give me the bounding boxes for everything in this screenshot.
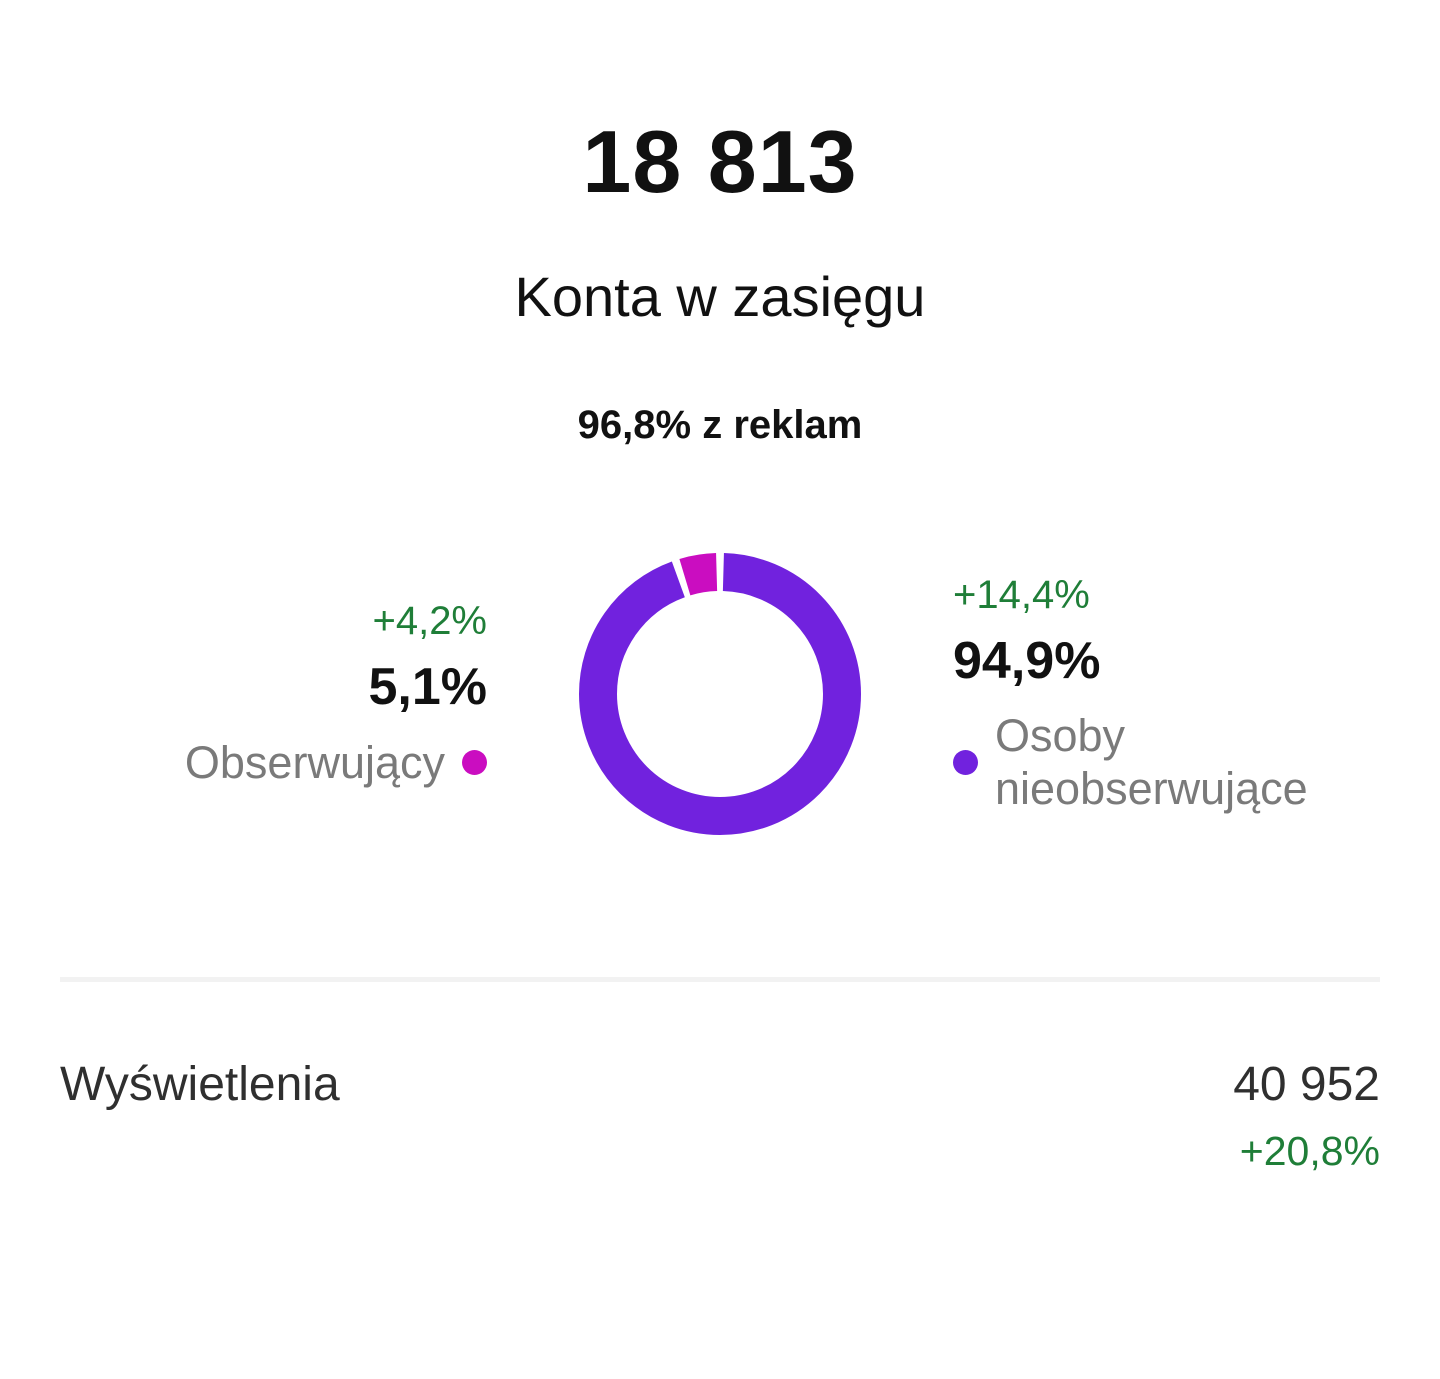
nonfollowers-legend-dot-icon: [953, 750, 978, 776]
followers-legend: Obserwujący: [115, 737, 487, 790]
impressions-label: Wyświetlenia: [60, 1058, 340, 1112]
ads-share-note: 96,8% z reklam: [577, 403, 863, 448]
reach-title: Konta w zasięgu: [514, 264, 926, 328]
nonfollowers-delta: +14,4%: [953, 573, 1090, 618]
nonfollowers-label: Osoby nieobserwujące: [995, 710, 1308, 814]
followers-percent: 5,1%: [368, 658, 487, 717]
impressions-row: Wyświetlenia 40 952 +20,8%: [60, 1057, 1380, 1173]
nonfollowers-legend: Osoby nieobserwujące: [953, 710, 1325, 815]
reach-insights-card: 18 813 Konta w zasięgu 96,8% z reklam +4…: [0, 118, 1440, 1174]
followers-legend-dot-icon: [462, 750, 487, 776]
followers-stat-block: +4,2% 5,1% Obserwujący: [115, 599, 487, 789]
followers-delta: +4,2%: [372, 599, 487, 644]
reach-total-value: 18 813: [582, 112, 858, 211]
nonfollowers-percent: 94,9%: [953, 632, 1101, 691]
nonfollowers-stat-block: +14,4% 94,9% Osoby nieobserwujące: [953, 573, 1325, 815]
section-divider: [60, 977, 1380, 983]
reach-donut-section: +4,2% 5,1% Obserwujący +14,4% 94,9% Osob…: [0, 549, 1440, 839]
impressions-value: 40 952: [1233, 1058, 1380, 1112]
impressions-values: 40 952 +20,8%: [1233, 1057, 1380, 1173]
followers-label: Obserwujący: [184, 736, 445, 788]
reach-donut-chart: [579, 553, 861, 836]
impressions-delta: +20,8%: [1239, 1127, 1380, 1174]
